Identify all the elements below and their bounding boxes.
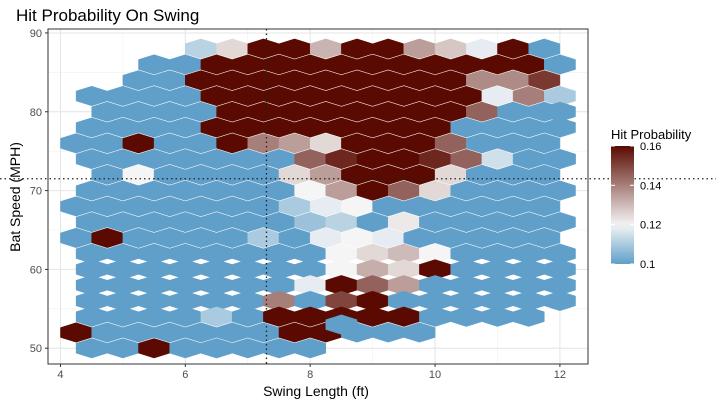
reference-lines: [0, 29, 716, 364]
hex-cell: [544, 290, 576, 311]
y-tick-label: 80: [30, 107, 42, 119]
x-tick-label: 12: [554, 369, 566, 381]
y-tick-label: 50: [30, 343, 42, 355]
hex-cell: [528, 133, 561, 154]
y-tick-label: 70: [30, 186, 42, 198]
legend-title: Hit Probability: [611, 127, 692, 142]
hex-cell: [544, 117, 576, 138]
legend-tick-label: 0.12: [640, 220, 661, 232]
x-tick-label: 6: [182, 369, 188, 381]
hex-cell: [528, 70, 561, 91]
x-tick-label: 10: [429, 369, 441, 381]
hex-cells: [60, 38, 576, 359]
hex-cell: [544, 149, 576, 170]
hex-cell: [294, 338, 327, 359]
hex-cell: [403, 322, 436, 343]
hex-cell: [325, 314, 358, 335]
axis-ticks: 4 6 8 10 12 50 60 70 80 90: [30, 28, 566, 381]
legend-colorbar: [611, 146, 634, 264]
hex-cell: [528, 164, 561, 185]
hex-cell: [544, 212, 576, 233]
y-axis-title: Bat Speed (MPH): [7, 142, 23, 252]
legend-tick-label: 0.1: [640, 259, 655, 271]
x-tick-label: 8: [307, 369, 313, 381]
chart-title: Hit Probability On Swing: [16, 6, 199, 25]
hex-cell: [528, 227, 561, 248]
hex-cell: [528, 38, 561, 59]
legend-tick-label: 0.16: [640, 141, 661, 153]
x-tick-label: 4: [57, 369, 63, 381]
hex-cell: [544, 101, 576, 122]
hex-cell: [512, 306, 545, 327]
legend-ticks: 0.1 0.12 0.14 0.16: [611, 141, 661, 271]
hex-cell: [544, 180, 576, 201]
x-axis-title: Swing Length (ft): [263, 383, 369, 399]
hex-cell: [544, 54, 576, 75]
hex-cell: [528, 196, 561, 217]
y-tick-label: 60: [30, 264, 42, 276]
y-tick-label: 90: [30, 28, 42, 40]
plot-border: [47, 28, 589, 365]
legend-tick-label: 0.14: [640, 180, 661, 192]
hex-cell: [200, 338, 233, 359]
